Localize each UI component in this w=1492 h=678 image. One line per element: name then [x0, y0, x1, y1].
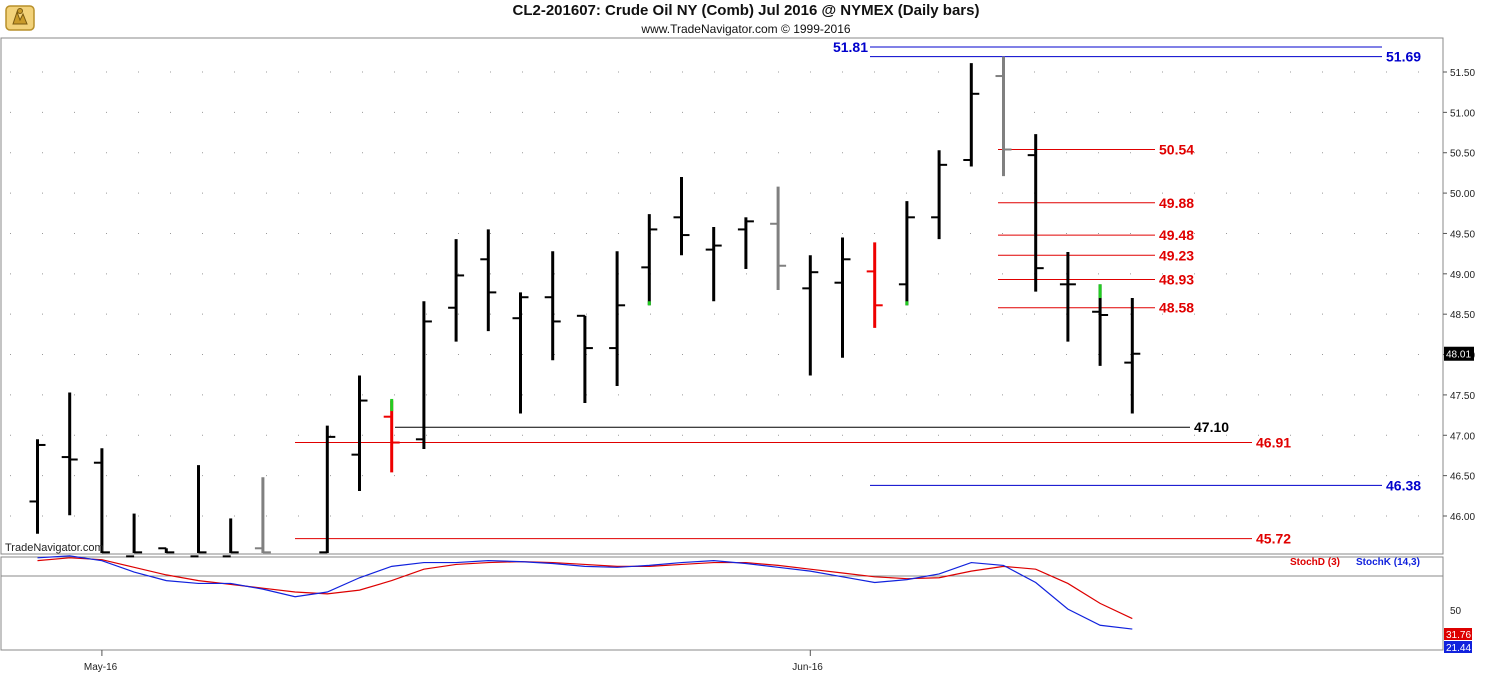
ohlc-bar	[93, 448, 110, 554]
y-tick-label: 47.50	[1450, 391, 1475, 402]
level-label: 48.58	[1159, 300, 1194, 316]
level-label: 46.38	[1386, 477, 1421, 493]
stochastic-panel: 50 StochD (3) StochK (14,3) 31.76 21.44	[37, 555, 1472, 654]
ohlc-bar	[351, 375, 368, 491]
x-tick-label: Jun-16	[792, 662, 823, 673]
ohlc-bar	[126, 513, 143, 558]
level-lines: 51.81 51.69 50.54 49.88 49.48 49.23 48.93 48.58…	[295, 39, 1421, 547]
chart-title: CL2-201607: Crude Oil NY (Comb) Jul 2016…	[512, 2, 980, 19]
level-label: 47.10	[1194, 419, 1229, 435]
level-label: 45.72	[1256, 531, 1291, 547]
trade-navigator-logo-icon	[5, 5, 35, 31]
x-tick-label: May-16	[84, 662, 118, 673]
y-tick-label: 49.50	[1450, 229, 1475, 240]
ohlc-bar	[544, 251, 561, 361]
level-label: 46.91	[1256, 435, 1291, 451]
date-axis: May-16 Jun-16	[84, 650, 823, 673]
grid-dots	[10, 71, 1440, 517]
y-tick-label: 46.00	[1450, 512, 1475, 523]
stoch-d-last-label: 31.76	[1446, 630, 1471, 641]
y-tick-label: 51.00	[1450, 108, 1475, 119]
level-label: 48.93	[1159, 271, 1194, 287]
ohlc-bar	[222, 518, 239, 558]
level-label: 51.69	[1386, 49, 1421, 65]
ohlc-bar	[834, 237, 851, 358]
stoch-panel-frame	[0, 556, 1444, 651]
level-label: 49.88	[1159, 195, 1194, 211]
stoch-y-tick-label: 50	[1450, 606, 1462, 617]
stoch-k-last-box	[1444, 641, 1472, 653]
ohlc-bar	[1027, 134, 1044, 292]
ohlc-bar	[931, 150, 948, 240]
stoch-legend-d: StochD (3)	[1290, 557, 1340, 568]
ohlc-bar	[383, 400, 400, 473]
level-label: 49.48	[1159, 227, 1194, 243]
y-tick-label: 50.00	[1450, 189, 1475, 200]
level-label: 50.54	[1159, 141, 1194, 157]
ohlc-bar	[319, 425, 336, 554]
ohlc-bar	[673, 176, 690, 256]
ohlc-bar	[254, 477, 271, 554]
ohlc-bar	[609, 251, 626, 387]
ohlc-bar	[963, 63, 980, 167]
y-tick-label: 48.50	[1450, 310, 1475, 321]
ohlc-bar	[576, 314, 593, 403]
stoch-line	[37, 555, 1133, 630]
y-tick-label: 51.50	[1450, 68, 1475, 79]
ohlc-bar	[995, 56, 1012, 177]
price-bars	[29, 56, 1141, 558]
last-price-label: 48.01	[1446, 350, 1471, 361]
level-label: 51.81	[833, 39, 868, 55]
ohlc-bar	[802, 255, 819, 376]
chart-header: CL2-201607: Crude Oil NY (Comb) Jul 2016…	[0, 0, 1492, 38]
level-label: 49.23	[1159, 247, 1194, 263]
y-tick-label: 46.50	[1450, 472, 1475, 483]
y-tick-label: 50.50	[1450, 149, 1475, 160]
y-tick-label: 49.00	[1450, 270, 1475, 281]
stoch-d-last-box	[1444, 628, 1472, 640]
ohlc-bar	[770, 186, 787, 290]
price-panel-frame	[0, 37, 1444, 555]
ohlc-bar	[866, 242, 883, 328]
ohlc-bar	[415, 301, 432, 449]
ohlc-bar	[61, 392, 78, 516]
watermark-text: TradeNavigator.com	[5, 542, 104, 554]
ohlc-bar	[1124, 298, 1141, 414]
ohlc-bar	[29, 439, 46, 534]
last-price-box	[1444, 346, 1474, 361]
ohlc-bar	[190, 465, 207, 558]
stoch-legend-k: StochK (14,3)	[1356, 557, 1420, 568]
stoch-k-last-label: 21.44	[1446, 643, 1471, 654]
ohlc-bar	[1059, 252, 1076, 342]
ohlc-bar	[898, 201, 915, 306]
ohlc-bar	[448, 239, 465, 342]
ohlc-bar	[641, 214, 658, 306]
ohlc-bar	[705, 226, 722, 302]
ohlc-bar	[158, 547, 175, 554]
price-axis: 51.5051.0050.5050.0049.5049.0048.5048.00…	[1443, 68, 1475, 523]
y-tick-label: 47.00	[1450, 431, 1475, 442]
copyright-text: www.TradeNavigator.com © 1999-2016	[641, 22, 851, 36]
ohlc-bar	[737, 217, 754, 269]
ohlc-bar	[480, 229, 497, 332]
ohlc-bar	[512, 292, 529, 414]
